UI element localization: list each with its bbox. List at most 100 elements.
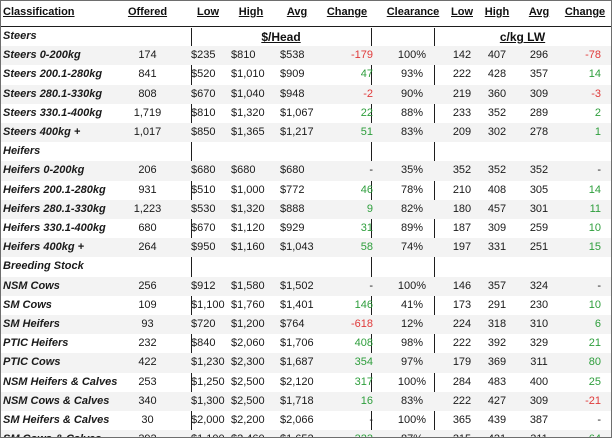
lw-change-value: 11: [589, 202, 601, 215]
high-value: $1,160: [231, 241, 265, 254]
lw-change-value: 25: [588, 375, 601, 388]
table-row: PTIC Cows 422 $1,230 $2,300 $1,687 354 97% 179 3…: [1, 353, 611, 373]
header-c-change: Change: [564, 6, 606, 18]
lw-avg-value: 387: [529, 414, 549, 426]
lw-low-value: 219: [452, 87, 472, 100]
offered: 1,719: [133, 106, 162, 119]
low-value: $670: [191, 87, 216, 100]
section-label: Steers: [3, 30, 37, 42]
table-row: NSM Heifers & Calves 253 $1,250 $2,500 $2,12…: [1, 373, 611, 392]
clearance-value: 90%: [400, 87, 424, 100]
offered: 1,017: [133, 126, 162, 138]
high-value: $1,040: [231, 87, 265, 100]
change-value: -: [369, 279, 373, 292]
avg-value: $1,718: [280, 394, 314, 407]
low-value: $1,230: [191, 356, 225, 369]
classification-label: PTIC Heifers: [3, 337, 69, 350]
low-value: $530: [191, 202, 216, 215]
lw-high-value: 309: [487, 222, 507, 234]
offered: 841: [138, 68, 157, 81]
lw-avg-value: 352: [529, 164, 549, 177]
table-row: Heifers 330.1-400kg 680 $670 $1,120 $929 31 89…: [1, 219, 611, 238]
avg-value: $1,502: [280, 279, 314, 292]
change-value: 31: [360, 222, 373, 234]
lw-low-value: 284: [452, 375, 472, 388]
lw-high-value: 421: [482, 430, 512, 437]
change-value: -: [369, 414, 373, 426]
header-c-low: Low: [451, 6, 473, 18]
lw-high-value: 291: [487, 298, 507, 311]
change-value: 16: [360, 394, 373, 407]
avg-value: $2,066: [280, 414, 314, 426]
lw-avg-value: 259: [529, 222, 549, 234]
section-row: Breeding Stock: [1, 257, 611, 276]
offered: 174: [138, 49, 157, 62]
low-value: $950: [191, 241, 216, 254]
offered: 1,223: [133, 202, 162, 215]
offered: 422: [138, 356, 157, 369]
offered: 256: [138, 279, 157, 292]
offered: 931: [138, 183, 157, 196]
table-row: Heifers 280.1-330kg 1,223 $530 $1,320 $888 9 8…: [1, 199, 611, 219]
head-price-group-label: $/Head: [261, 30, 301, 44]
low-value: $840: [191, 337, 216, 350]
change-value: 47: [360, 68, 373, 81]
high-value: $1,580: [231, 279, 265, 292]
header-avg: Avg: [286, 6, 308, 18]
lw-low-value: 222: [452, 337, 472, 350]
change-value: 9: [366, 202, 373, 215]
clearance-value: 100%: [397, 414, 427, 426]
high-value: $2,500: [231, 375, 265, 388]
lw-high-value: 457: [487, 202, 507, 215]
lw-high-value: 352: [487, 164, 507, 177]
classification-label: Steers 330.1-400kg: [3, 106, 103, 119]
offered: 392: [125, 430, 170, 437]
lw-high-value: 439: [487, 414, 507, 426]
lw-change-value: -78: [585, 49, 601, 62]
lw-avg-value: 278: [529, 126, 549, 138]
low-value: $720: [191, 318, 216, 330]
low-value: $680: [191, 164, 216, 177]
table-row: SM Heifers 93 $720 $1,200 $764 -618 12% 224 318 3…: [1, 315, 611, 335]
lw-low-value: 222: [452, 394, 472, 407]
high-value: $1,120: [231, 222, 265, 234]
low-value: $1,250: [191, 375, 225, 388]
change-value: 354: [354, 356, 373, 369]
head-price-left-border: [191, 28, 192, 437]
low-value: $1,100: [191, 298, 225, 311]
table-row: Heifers 200.1-280kg 931 $510 $1,000 $772 46 78…: [1, 181, 611, 200]
classification-label: SM Heifers: [3, 318, 60, 330]
offered: 340: [138, 394, 157, 407]
avg-value: $2,120: [280, 375, 314, 388]
clearance-value: 35%: [400, 164, 424, 177]
offered: 232: [138, 337, 157, 350]
lw-low-value: 209: [452, 126, 472, 138]
low-value: $520: [191, 68, 216, 81]
header-change: Change: [326, 6, 368, 18]
avg-value: $1,706: [280, 337, 314, 350]
change-value: -179: [350, 49, 373, 62]
lw-avg-value: 309: [529, 87, 549, 100]
lw-low-value: 142: [452, 49, 472, 62]
lw-low-value: 224: [452, 318, 472, 330]
liveweight-price-group-label: c/kg LW: [499, 30, 546, 44]
clearance-value: 100%: [397, 279, 427, 292]
offered: 253: [138, 375, 157, 388]
avg-value: $909: [280, 68, 305, 81]
header-c-avg: Avg: [528, 6, 550, 18]
avg-value: $772: [280, 183, 305, 196]
avg-value: $1,067: [280, 106, 314, 119]
high-value: $2,300: [231, 356, 265, 369]
lw-high-value: 331: [487, 241, 507, 254]
clearance-value: 82%: [400, 202, 424, 215]
change-value: -2: [363, 87, 373, 100]
lw-change-value: -21: [585, 394, 601, 407]
low-value: $510: [191, 183, 216, 196]
offered: 264: [138, 241, 157, 254]
lw-high-value: 408: [487, 183, 507, 196]
high-value: $1,365: [231, 126, 265, 138]
offered: 206: [138, 164, 157, 177]
classification-label: Heifers 200.1-280kg: [3, 183, 106, 196]
table-row: SM Heifers & Calves 30 $2,000 $2,200 $2,066 -…: [1, 411, 611, 430]
